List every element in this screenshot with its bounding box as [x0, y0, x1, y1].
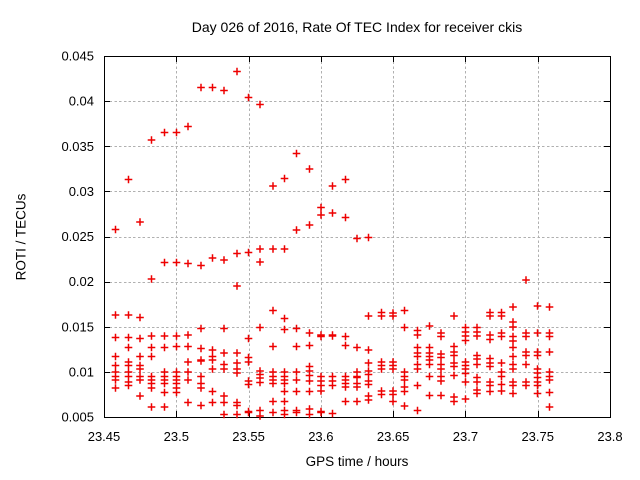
svg-text:23.5: 23.5 — [164, 429, 189, 444]
svg-text:23.6: 23.6 — [308, 429, 333, 444]
svg-text:0.015: 0.015 — [61, 319, 94, 334]
svg-text:23.8: 23.8 — [597, 429, 622, 444]
svg-text:23.75: 23.75 — [521, 429, 554, 444]
x-axis-label: GPS time / hours — [305, 454, 409, 469]
svg-text:0.005: 0.005 — [61, 410, 94, 425]
svg-text:23.45: 23.45 — [88, 429, 121, 444]
svg-text:23.65: 23.65 — [377, 429, 410, 444]
svg-text:0.02: 0.02 — [69, 274, 94, 289]
grid-lines — [105, 57, 609, 416]
svg-text:0.01: 0.01 — [69, 364, 94, 379]
svg-text:0.04: 0.04 — [69, 94, 94, 109]
tick-labels: 23.45 23.5 23.55 23.6 23.65 23.7 23.75 23.8 0.00… — [61, 49, 622, 445]
svg-text:0.03: 0.03 — [69, 184, 94, 199]
svg-text:23.55: 23.55 — [232, 429, 265, 444]
svg-text:0.045: 0.045 — [61, 49, 94, 64]
scatter-plus-markers — [111, 67, 554, 420]
svg-text:23.7: 23.7 — [453, 429, 478, 444]
chart-title: Day 026 of 2016, Rate Of TEC Index for r… — [191, 19, 523, 35]
svg-text:0.025: 0.025 — [61, 229, 94, 244]
svg-text:0.035: 0.035 — [61, 139, 94, 154]
plot-border — [104, 56, 611, 418]
